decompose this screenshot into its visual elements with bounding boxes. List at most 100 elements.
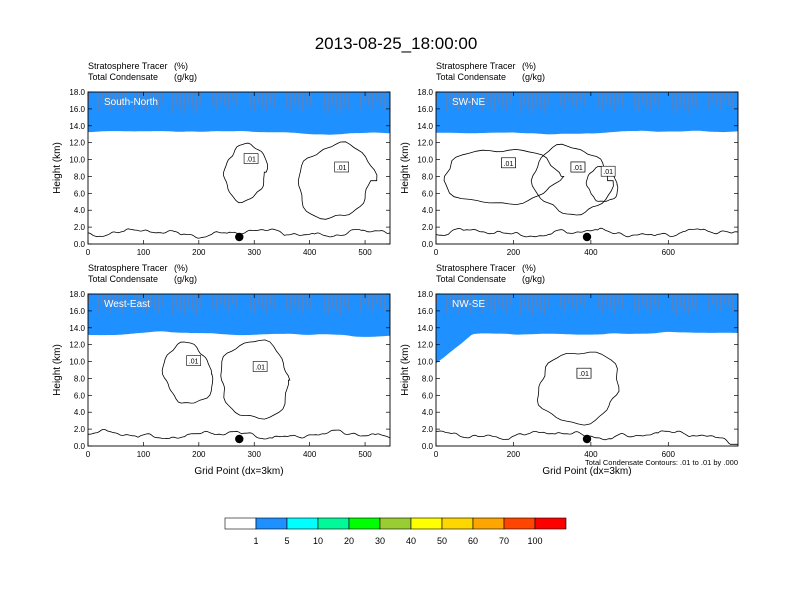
plot-area: .01.01 bbox=[88, 294, 390, 446]
x-tick-label: 400 bbox=[303, 248, 317, 257]
header-label-tracer: Stratosphere Tracer bbox=[436, 263, 516, 273]
header-label-tracer: Stratosphere Tracer bbox=[88, 61, 168, 71]
colorbar-level-label: 5 bbox=[284, 536, 289, 546]
condensate-contour bbox=[220, 339, 291, 420]
y-tick-label: 10.0 bbox=[417, 156, 433, 165]
y-tick-label: 18.0 bbox=[417, 88, 433, 97]
contour-label: .01 bbox=[573, 165, 583, 172]
contour-label: .01 bbox=[603, 169, 613, 176]
colorbar-swatch bbox=[410, 517, 443, 530]
y-tick-label: 2.0 bbox=[422, 223, 434, 232]
x-tick-label: 400 bbox=[584, 248, 598, 257]
contour-label: .01 bbox=[337, 165, 347, 172]
y-tick-label: 14.0 bbox=[69, 122, 85, 131]
contour-label-box bbox=[501, 157, 516, 169]
header-unit-condensate: (g/kg) bbox=[174, 72, 197, 82]
y-tick-label: 6.0 bbox=[422, 189, 434, 198]
y-tick-label: 12.0 bbox=[417, 139, 433, 148]
y-tick-label: 0.0 bbox=[422, 240, 434, 249]
header-label-tracer: Stratosphere Tracer bbox=[436, 61, 516, 71]
x-tick-label: 0 bbox=[434, 450, 439, 459]
colorbar-swatch bbox=[441, 517, 474, 530]
y-tick-label: 18.0 bbox=[417, 290, 433, 299]
x-tick-label: 0 bbox=[434, 248, 439, 257]
y-tick-label: 10.0 bbox=[69, 358, 85, 367]
contour-footnote: Total Condensate Contours: .01 to .01 by… bbox=[585, 458, 738, 467]
y-tick-label: 6.0 bbox=[74, 189, 86, 198]
y-tick-label: 14.0 bbox=[69, 324, 85, 333]
header-label-condensate: Total Condensate bbox=[88, 274, 158, 284]
colorbar-swatch bbox=[379, 517, 412, 530]
x-tick-label: 600 bbox=[662, 450, 676, 459]
x-tick-label: 600 bbox=[662, 248, 676, 257]
y-tick-label: 16.0 bbox=[69, 307, 85, 316]
colorbar-level-label: 20 bbox=[344, 536, 354, 546]
x-tick-label: 500 bbox=[358, 248, 372, 257]
location-marker bbox=[582, 232, 592, 242]
y-axis-label: Height (km) bbox=[52, 344, 63, 396]
y-tick-label: 0.0 bbox=[422, 442, 434, 451]
contour-label: .01 bbox=[246, 157, 256, 164]
y-tick-label: 2.0 bbox=[74, 425, 86, 434]
plot-area: .01.01 bbox=[436, 294, 738, 446]
colorbar-swatch bbox=[534, 517, 567, 530]
condensate-contour bbox=[536, 351, 620, 426]
x-tick-label: 300 bbox=[248, 450, 262, 459]
contour-label-box bbox=[252, 361, 268, 372]
colorbar: 1 5 10 20 30 40 50 60 70 100 bbox=[224, 517, 567, 546]
x-tick-label: 0 bbox=[86, 248, 91, 257]
x-axis-label: Grid Point (dx=3km) bbox=[542, 466, 631, 477]
x-tick-label: 500 bbox=[358, 450, 372, 459]
header-unit-tracer: (%) bbox=[522, 263, 536, 273]
condensate-contour bbox=[530, 143, 614, 216]
x-axis-label: Grid Point (dx=3km) bbox=[194, 466, 283, 477]
y-tick-label: 2.0 bbox=[422, 425, 434, 434]
colorbar-level-label: 60 bbox=[468, 536, 478, 546]
figure-title: 2013-08-25_18:00:00 bbox=[315, 34, 478, 53]
plot-area: .01.01.01.01.01 bbox=[436, 92, 738, 244]
panel-title: SW-NE bbox=[452, 97, 485, 108]
location-marker bbox=[235, 434, 244, 444]
y-tick-label: 18.0 bbox=[69, 88, 85, 97]
colorbar-level-label: 30 bbox=[375, 536, 385, 546]
y-tick-label: 14.0 bbox=[417, 324, 433, 333]
panel-title: South-North bbox=[104, 97, 158, 108]
condensate-contour bbox=[443, 148, 565, 206]
contour-label-box bbox=[576, 367, 592, 379]
x-tick-label: 200 bbox=[192, 248, 206, 257]
colorbar-level-label: 70 bbox=[499, 536, 509, 546]
tracer-band bbox=[88, 92, 390, 135]
y-tick-label: 8.0 bbox=[422, 172, 434, 181]
x-tick-label: 100 bbox=[137, 450, 151, 459]
contour-label: .01 bbox=[579, 371, 589, 378]
header-unit-condensate: (g/kg) bbox=[174, 274, 197, 284]
panel-title: NW-SE bbox=[452, 299, 485, 310]
colorbar-level-label: 10 bbox=[313, 536, 323, 546]
header-unit-condensate: (g/kg) bbox=[522, 274, 545, 284]
header-label-condensate: Total Condensate bbox=[436, 274, 506, 284]
y-tick-label: 12.0 bbox=[69, 139, 85, 148]
plot-frame bbox=[435, 293, 739, 447]
y-axis-label: Height (km) bbox=[52, 142, 63, 194]
condensate-contour bbox=[161, 341, 214, 404]
colorbar-level-label: 100 bbox=[527, 536, 542, 546]
y-tick-label: 0.0 bbox=[74, 442, 86, 451]
y-tick-label: 8.0 bbox=[74, 172, 86, 181]
y-tick-label: 4.0 bbox=[74, 408, 86, 417]
contour-label-box bbox=[570, 161, 586, 173]
terrain-line bbox=[88, 429, 390, 440]
contour-label-box bbox=[243, 153, 259, 164]
colorbar-swatch bbox=[348, 517, 381, 530]
location-marker bbox=[582, 434, 592, 444]
y-tick-label: 8.0 bbox=[422, 374, 434, 383]
condensate-contour bbox=[297, 141, 378, 220]
header-label-tracer: Stratosphere Tracer bbox=[88, 263, 168, 273]
x-tick-label: 300 bbox=[248, 248, 262, 257]
panel-title: West-East bbox=[104, 299, 150, 310]
plot-frame bbox=[435, 91, 739, 245]
x-tick-label: 400 bbox=[584, 450, 598, 459]
colorbar-level-label: 50 bbox=[437, 536, 447, 546]
